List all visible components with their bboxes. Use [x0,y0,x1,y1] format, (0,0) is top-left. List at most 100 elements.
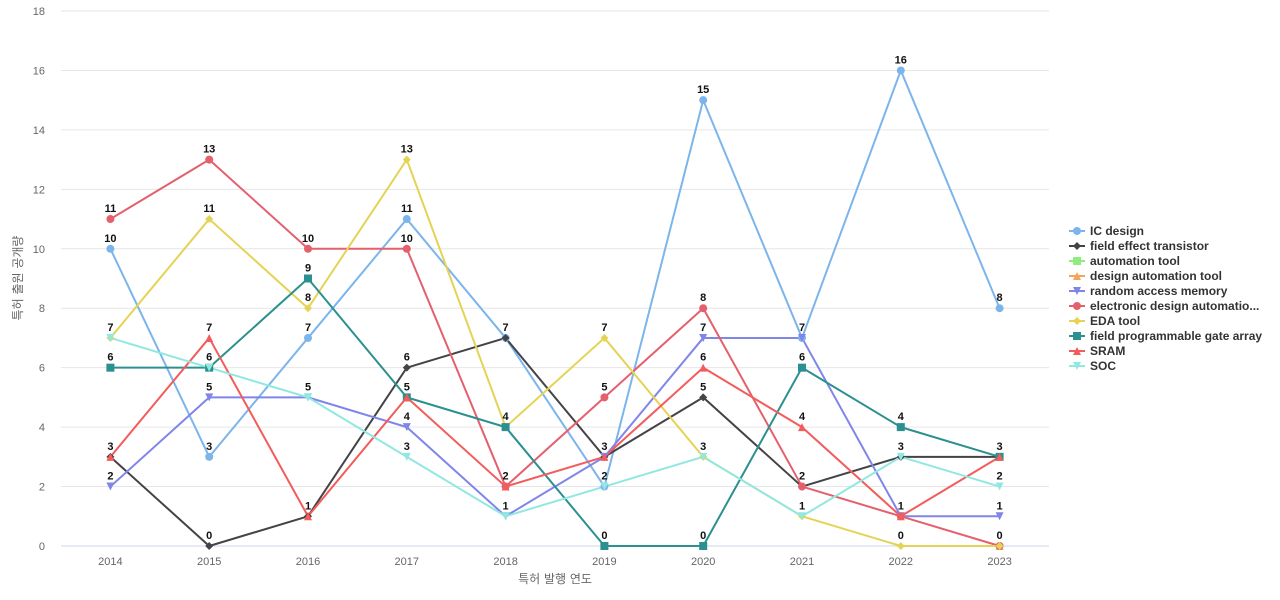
y-tick-label: 18 [33,6,45,18]
data-label: 16 [895,54,907,66]
data-label: 5 [305,381,311,393]
legend-item[interactable]: EDA tool [1069,314,1140,328]
legend-marker [1073,332,1081,340]
data-point-4-6 [699,333,708,342]
legend-marker [1073,317,1081,325]
data-label: 3 [898,441,904,453]
data-label: 6 [700,352,706,364]
data-label: 6 [799,352,805,364]
legend-label: IC design [1090,224,1144,238]
data-label: 0 [997,530,1003,542]
data-point-7-7 [798,363,806,372]
x-tick-label: 2016 [296,556,320,568]
data-label: 2 [601,471,607,483]
data-point-7-5 [600,542,609,550]
legend-label: EDA tool [1090,314,1140,328]
data-labels: 1110763213117653010987511311106543742175… [104,54,1002,542]
x-tick-label: 2015 [197,556,221,568]
data-label: 4 [898,411,905,423]
data-label: 8 [700,292,706,304]
legend-label: field programmable gate array [1090,329,1262,343]
series-line-8 [109,336,1001,518]
x-axis-title: 특허 발행 연도 [518,571,592,586]
data-label: 10 [302,233,314,245]
legend-item[interactable]: field effect transistor [1069,239,1209,253]
data-point-9-0 [106,333,115,342]
y-tick-label: 6 [39,363,45,375]
data-point-9-6 [699,452,708,461]
data-label: 0 [700,530,706,542]
data-point-0-9 [995,304,1004,313]
data-point-0-1 [205,452,214,461]
x-axis-ticks: 2014 2015 2016 2017 2018 2019 2020 2021 2022 2023 [98,556,1012,568]
data-point-8-1 [205,333,214,342]
y-tick-label: 12 [33,184,45,196]
legend-label: random access memory [1090,284,1228,298]
y-tick-label: 14 [33,125,45,137]
data-label: 3 [601,441,607,453]
data-point-6-8 [896,542,905,550]
data-point-9-2 [304,393,312,402]
legend-item[interactable]: SOC [1069,359,1116,373]
x-tick-label: 2014 [98,556,122,568]
data-label: 2 [799,471,805,483]
data-point-1-3 [402,363,411,372]
data-point-5-5 [600,393,609,402]
x-tick-label: 2021 [790,556,814,568]
legend-item[interactable]: design automation tool [1069,269,1222,283]
legend-label: automation tool [1090,254,1180,268]
legend-item[interactable]: automation tool [1069,254,1180,268]
legend-marker [1073,242,1081,250]
data-label: 6 [404,352,410,364]
data-label: 11 [105,203,117,215]
legend-item[interactable]: SRAM [1069,344,1125,358]
data-label: 2 [503,471,509,483]
y-tick-label: 2 [39,482,45,494]
y-tick-label: 8 [39,303,45,315]
legend-item[interactable]: IC design [1069,224,1144,238]
data-point-8-6 [699,363,708,372]
legend-item[interactable]: random access memory [1069,284,1228,298]
data-point-7-0 [106,363,115,372]
data-label: 6 [206,352,212,364]
data-point-1-6 [699,393,708,402]
data-label: 5 [404,381,410,393]
data-label: 7 [799,322,805,334]
x-tick-label: 2023 [987,556,1011,568]
data-label: 10 [104,233,116,245]
data-label: 4 [503,411,510,423]
y-tick-label: 4 [39,422,45,434]
data-point-4-9 [995,512,1004,521]
data-point-6-9 [995,542,1004,550]
legend-marker [1073,347,1081,355]
data-point-0-6 [699,96,708,105]
data-label: 7 [700,322,706,334]
data-label: 1 [305,500,311,512]
x-tick-label: 2019 [592,556,616,568]
data-point-5-7 [798,482,806,491]
data-point-5-1 [205,155,214,164]
data-point-7-8 [896,423,905,432]
y-tick-label: 16 [33,65,45,77]
legend-label: electronic design automatio... [1090,299,1259,313]
data-label: 7 [107,322,113,334]
legend-item[interactable]: field programmable gate array [1069,329,1262,343]
data-point-8-3 [402,393,411,402]
y-axis-title: 특허 출원 공개량 [11,236,25,321]
data-point-8-4 [501,482,510,491]
data-point-6-5 [600,333,609,342]
data-label: 7 [601,322,607,334]
data-point-7-6 [699,542,708,550]
data-point-0-0 [106,244,115,253]
data-point-4-0 [106,482,115,491]
data-label: 4 [404,411,411,423]
data-point-1-1 [205,542,214,550]
legend-item[interactable]: electronic design automatio... [1069,299,1259,313]
x-tick-label: 2018 [493,556,517,568]
series-markers [106,66,1004,550]
data-point-9-5 [600,482,609,491]
data-label: 3 [107,441,113,453]
data-point-5-2 [304,244,312,253]
y-tick-label: 10 [33,244,45,256]
data-label: 1 [898,500,904,512]
